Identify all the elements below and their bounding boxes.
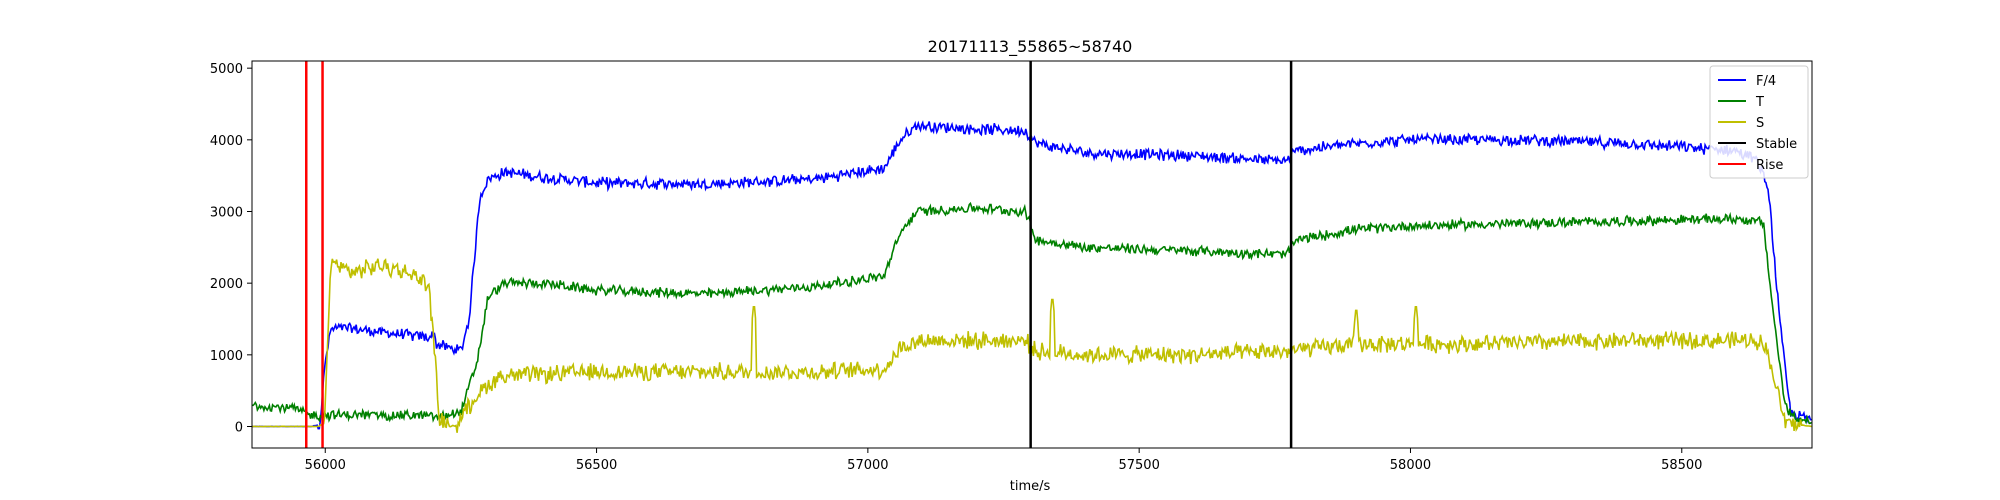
x-tick-label: 56500 [576,458,617,473]
legend-label: Stable [1756,137,1797,152]
y-tick-label: 4000 [210,134,243,149]
x-axis: 56000 56500 57000 57500 58000 58500 [305,448,1702,473]
legend-label: T [1755,95,1764,110]
x-tick-label: 58500 [1661,458,1702,473]
x-tick-label: 56000 [305,458,346,473]
plot-area [251,60,1813,449]
legend-box [1709,65,1809,179]
y-tick-label: 3000 [210,206,243,221]
y-axis: 0 1000 2000 3000 4000 5000 [210,62,252,436]
legend-label: F/4 [1756,74,1776,89]
legend-label: Rise [1756,158,1783,173]
x-tick-label: 57000 [847,458,888,473]
x-tick-label: 58000 [1390,458,1431,473]
x-tick-label: 57500 [1118,458,1159,473]
y-tick-label: 0 [235,421,243,436]
legend: F/4 TS Stable Rise [1709,65,1809,179]
x-axis-label: time/s [1010,479,1051,494]
plot-frame [251,60,1813,449]
y-tick-label: 2000 [210,277,243,292]
legend-label: S [1756,116,1764,131]
chart-title: 20171113_55865~58740 [928,37,1133,57]
y-tick-label: 5000 [210,62,243,77]
y-tick-label: 1000 [210,349,243,364]
